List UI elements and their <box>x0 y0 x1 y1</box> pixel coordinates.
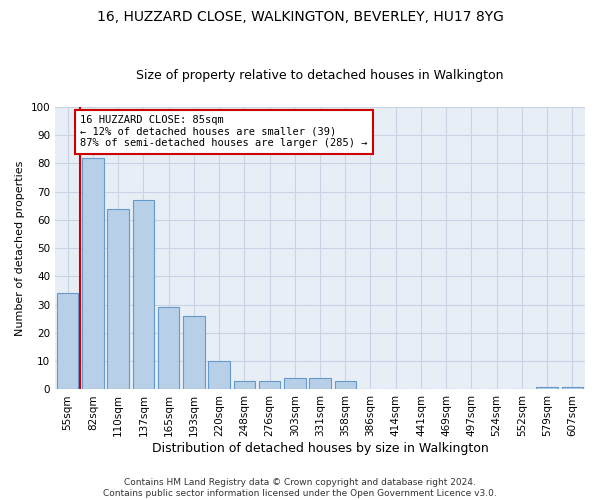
Text: 16, HUZZARD CLOSE, WALKINGTON, BEVERLEY, HU17 8YG: 16, HUZZARD CLOSE, WALKINGTON, BEVERLEY,… <box>97 10 503 24</box>
Bar <box>183 316 205 390</box>
Bar <box>562 386 583 390</box>
X-axis label: Distribution of detached houses by size in Walkington: Distribution of detached houses by size … <box>152 442 488 455</box>
Bar <box>82 158 104 390</box>
Text: Contains HM Land Registry data © Crown copyright and database right 2024.
Contai: Contains HM Land Registry data © Crown c… <box>103 478 497 498</box>
Bar <box>335 381 356 390</box>
Bar <box>107 208 129 390</box>
Bar <box>309 378 331 390</box>
Text: 16 HUZZARD CLOSE: 85sqm
← 12% of detached houses are smaller (39)
87% of semi-de: 16 HUZZARD CLOSE: 85sqm ← 12% of detache… <box>80 116 368 148</box>
Bar <box>284 378 305 390</box>
Bar <box>536 386 558 390</box>
Bar <box>158 308 179 390</box>
Title: Size of property relative to detached houses in Walkington: Size of property relative to detached ho… <box>136 69 504 82</box>
Bar <box>133 200 154 390</box>
Y-axis label: Number of detached properties: Number of detached properties <box>15 160 25 336</box>
Bar <box>233 381 255 390</box>
Bar <box>57 294 79 390</box>
Bar <box>259 381 280 390</box>
Bar <box>208 361 230 390</box>
